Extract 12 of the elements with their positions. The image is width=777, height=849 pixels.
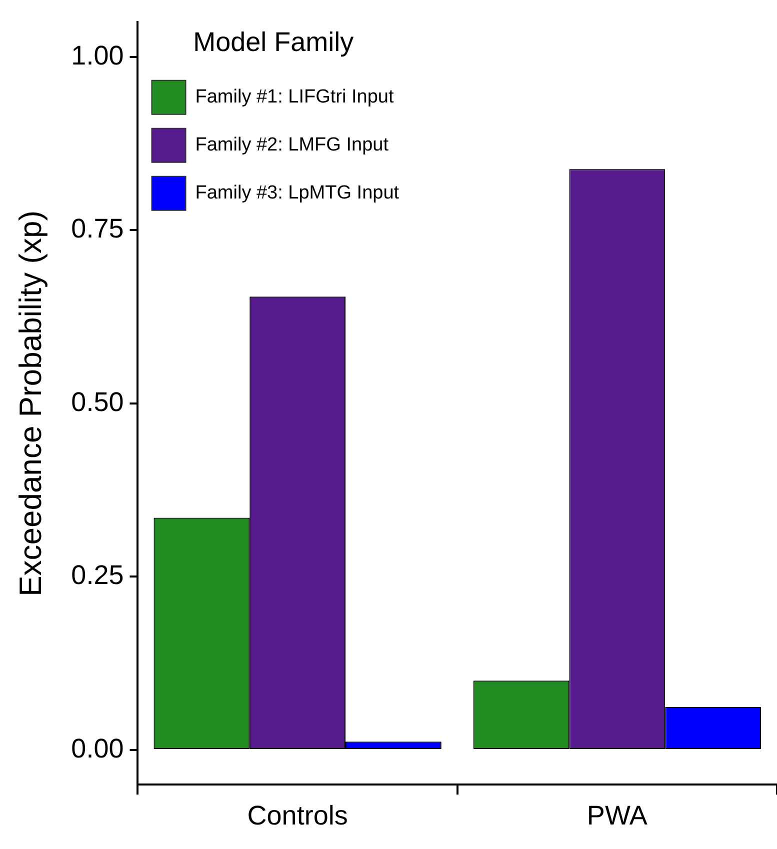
legend-label: Family #2: LMFG Input [195,134,390,156]
y-axis-title: Exceedance Probability (xp) [13,210,48,596]
x-tick-label: Controls [247,800,348,830]
legend-label: Family #1: LIFGtri Input [195,86,394,108]
y-tick-label: 0.25 [71,560,124,590]
y-tick-label: 0.50 [71,386,124,417]
legend-label: Family #3: LpMTG Input [195,182,400,204]
legend-title: Model Family [193,26,354,57]
x-tick-label: PWA [586,800,648,830]
y-tick-label: 1.00 [71,40,124,70]
y-tick-label: 0.75 [71,214,124,244]
y-tick-label: 0.00 [71,733,124,764]
